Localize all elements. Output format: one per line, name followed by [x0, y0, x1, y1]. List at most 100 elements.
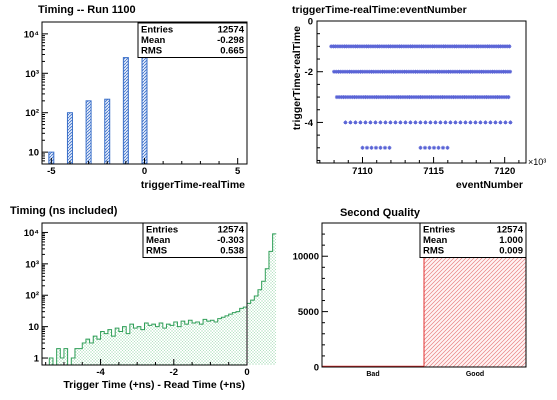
- scatter-point: [428, 44, 433, 49]
- scatter-point: [496, 44, 501, 49]
- scatter-point: [485, 44, 490, 49]
- scatter-point: [392, 95, 397, 100]
- scatter-point: [342, 44, 347, 49]
- stats-value: 1.000: [499, 235, 523, 246]
- scatter-point: [375, 44, 380, 49]
- scatter-point: [466, 95, 471, 100]
- scatter-point: [425, 95, 430, 100]
- scatter-point: [360, 145, 365, 150]
- y-tick-label: 5000: [298, 307, 319, 318]
- stats-label: RMS: [146, 246, 167, 257]
- stats-label: RMS: [141, 46, 162, 57]
- scatter-point: [415, 44, 420, 49]
- scatter-point: [484, 95, 489, 100]
- stats-value: -0.298: [217, 35, 244, 46]
- y-tick-label: 10: [28, 322, 39, 333]
- scatter-point: [438, 120, 443, 125]
- scatter-point: [465, 44, 470, 49]
- x-tick-label: 0: [142, 166, 147, 177]
- scatter-point: [356, 69, 361, 74]
- scatter-point: [373, 69, 378, 74]
- scatter-point: [448, 69, 453, 74]
- scatter-point: [418, 145, 423, 150]
- scatter-point: [409, 95, 414, 100]
- scatter-point: [367, 69, 372, 74]
- scatter-point: [404, 44, 409, 49]
- scatter-point: [436, 145, 441, 150]
- scatter-point: [348, 95, 353, 100]
- plot-area: 10 10² 10³ 10⁴ -5 0 5 Entries 12574 Mean -0.298 RMS…: [24, 21, 248, 177]
- scatter-point: [497, 95, 502, 100]
- scatter-point: [481, 44, 486, 49]
- stats-value: 0.665: [220, 46, 244, 57]
- scatter-point: [351, 69, 356, 74]
- scatter-point: [498, 120, 503, 125]
- scatter-point: [415, 69, 420, 74]
- scatter-point: [488, 95, 493, 100]
- scatter-point: [403, 120, 408, 125]
- scatter-point: [431, 69, 436, 74]
- scatter-point: [351, 44, 356, 49]
- scatter-point: [399, 44, 404, 49]
- scatter-point: [441, 145, 446, 150]
- scatter-point: [458, 95, 463, 100]
- scatter-point: [339, 95, 344, 100]
- x-axis-label: triggerTime-realTime: [141, 179, 245, 191]
- scatter-point: [341, 95, 346, 100]
- stats-value: 12574: [497, 225, 524, 236]
- scatter-point: [420, 69, 425, 74]
- scatter-point: [397, 44, 402, 49]
- scatter-point: [398, 95, 403, 100]
- scatter-point: [429, 95, 434, 100]
- scatter-point: [463, 120, 468, 125]
- scatter-point: [345, 69, 350, 74]
- scatter-point: [382, 44, 387, 49]
- scatter-point: [483, 44, 488, 49]
- scatter-point: [377, 44, 382, 49]
- scatter-point: [459, 44, 464, 49]
- scatter-point: [373, 120, 378, 125]
- stats-value: 0.538: [220, 246, 244, 257]
- scatter-point: [450, 69, 455, 74]
- scatter-point: [468, 120, 473, 125]
- scatter-point: [459, 69, 464, 74]
- scatter-point: [419, 44, 424, 49]
- scatter-point: [336, 69, 341, 74]
- scatter-point: [395, 44, 400, 49]
- scatter-point: [461, 69, 466, 74]
- x-tick-label: 7115: [423, 166, 444, 177]
- scatter-point: [466, 69, 471, 74]
- scatter-point: [453, 69, 458, 74]
- scatter-point: [355, 44, 360, 49]
- scatter-point: [378, 120, 383, 125]
- scatter-point: [379, 44, 384, 49]
- scatter-point: [461, 44, 466, 49]
- scatter-point: [449, 95, 454, 100]
- scatter-point: [347, 69, 352, 74]
- scatter-point: [340, 44, 345, 49]
- scatter-point: [368, 120, 373, 125]
- y-tick-label: -2: [305, 67, 313, 78]
- scatter-point: [340, 69, 345, 74]
- y-tick-label: 10000: [293, 252, 319, 263]
- scatter-point: [460, 95, 465, 100]
- y-tick-label: 0: [314, 363, 319, 374]
- scatter-point: [442, 69, 447, 74]
- scatter-point: [393, 120, 398, 125]
- scatter-point: [427, 145, 432, 150]
- scatter-point: [422, 95, 427, 100]
- scatter-point: [408, 120, 413, 125]
- scatter-point: [508, 69, 513, 74]
- scatter-point: [401, 44, 406, 49]
- x-tick-label: 7110: [352, 166, 373, 177]
- scatter-point: [362, 69, 367, 74]
- scatter-point: [365, 95, 370, 100]
- scatter-point: [361, 95, 366, 100]
- scatter-point: [371, 44, 376, 49]
- scatter-point: [428, 120, 433, 125]
- scatter-point: [451, 95, 456, 100]
- scatter-point: [381, 95, 386, 100]
- scatter-point: [443, 44, 448, 49]
- scatter-point: [502, 95, 507, 100]
- plot-area: 1 10 10² 10³ 10⁴ -4 -2 0 Entries 12574 Mean -0.303 R…: [24, 222, 277, 378]
